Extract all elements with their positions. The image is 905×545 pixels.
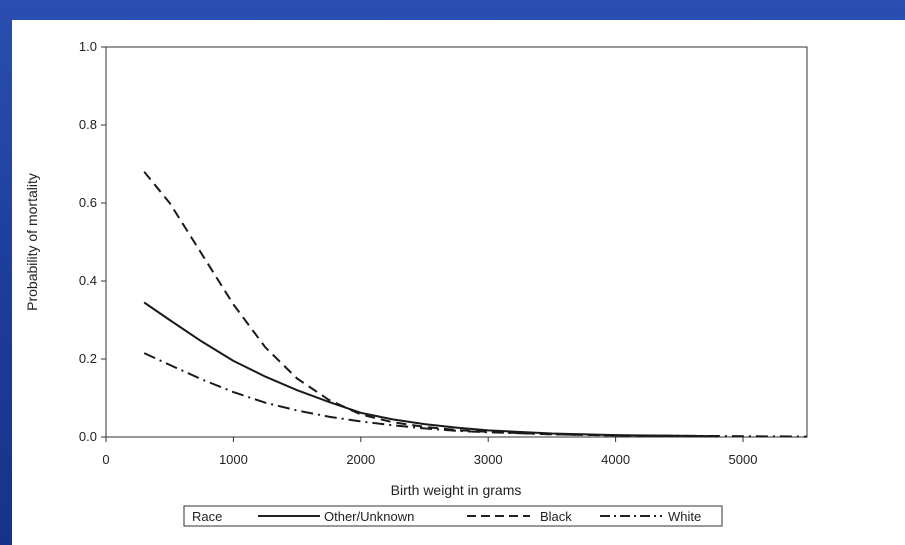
- y-tick-label: 0.4: [79, 273, 97, 288]
- plot-frame: [105, 46, 808, 438]
- legend-label-other-unknown: Other/Unknown: [324, 509, 414, 524]
- series-line-black: [143, 171, 718, 438]
- x-tick-label: 3000: [474, 452, 503, 467]
- legend-label-black: Black: [540, 509, 572, 524]
- series-lines: [143, 171, 807, 438]
- legend-title: Race: [192, 509, 222, 524]
- x-tick-label: 2000: [346, 452, 375, 467]
- series-line-white: [143, 352, 807, 438]
- x-tick-label: 5000: [729, 452, 758, 467]
- y-axis: 0.0 0.2 0.4 0.6 0.8 1.0: [79, 39, 106, 444]
- x-tick-label: 0: [102, 452, 109, 467]
- chart-panel: [12, 20, 905, 545]
- x-axis-title: Birth weight in grams: [391, 482, 522, 498]
- legend-label-white: White: [668, 509, 701, 524]
- y-axis-title: Probability of mortality: [24, 173, 40, 311]
- y-tick-label: 0.6: [79, 195, 97, 210]
- series-line-other-unknown: [143, 301, 718, 438]
- y-tick-label: 1.0: [79, 39, 97, 54]
- y-tick-label: 0.8: [79, 117, 97, 132]
- x-tick-label: 4000: [601, 452, 630, 467]
- y-tick-label: 0.0: [79, 429, 97, 444]
- y-tick-label: 0.2: [79, 351, 97, 366]
- x-axis: 0 1000 2000 3000 4000 5000: [102, 437, 757, 467]
- legend-box: [183, 505, 723, 527]
- legend: Race Other/Unknown Black White: [183, 505, 723, 527]
- x-tick-label: 1000: [219, 452, 248, 467]
